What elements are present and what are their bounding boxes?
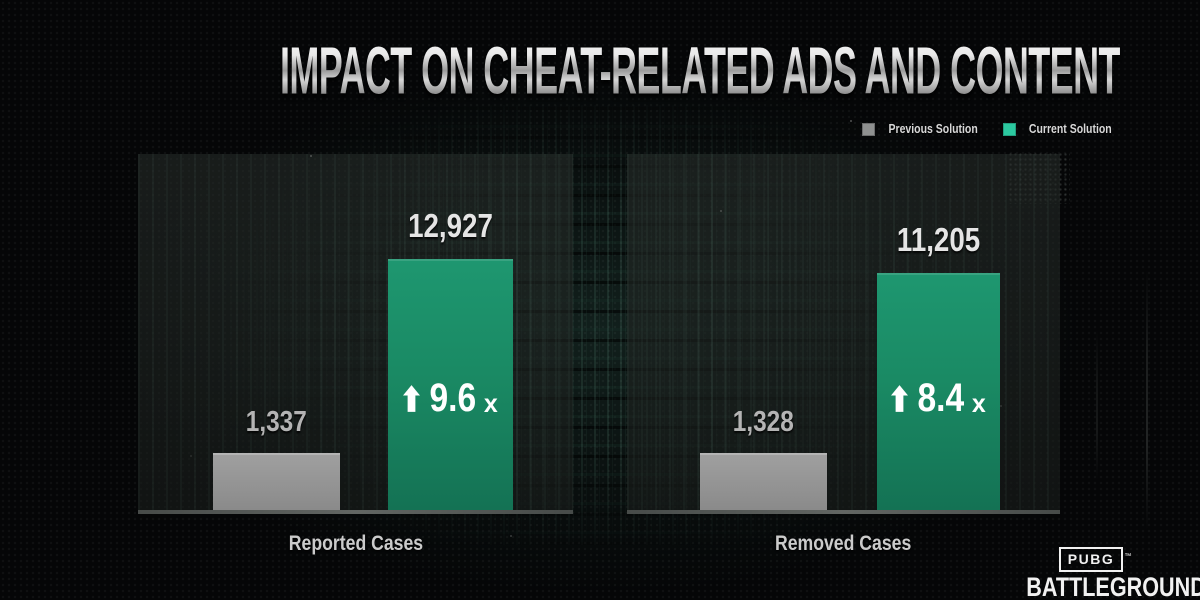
legend-label-current-text: Current Solution — [1029, 122, 1112, 136]
legend-label-current: Current Solution — [1021, 122, 1120, 136]
multiplier-label: 8.4 x — [877, 376, 1000, 420]
value-previous-text: 1,328 — [733, 406, 794, 438]
chart-reported-cases: 1,337 12,927 9.6 x Reported Cases — [138, 154, 573, 555]
pubg-logo-top: PUBG ™ — [1002, 547, 1188, 572]
category-label-removed: Removed Cases — [627, 532, 1060, 556]
battlegrounds-wordmark-wrap: BATTLEGROUNDS — [1002, 574, 1200, 600]
category-label-removed-text: Removed Cases — [775, 532, 912, 555]
legend-label-previous-text: Previous Solution — [888, 122, 978, 136]
category-label-reported-text: Reported Cases — [288, 532, 423, 555]
bar-current-solution: 8.4 x — [877, 273, 1000, 510]
multiplier-suffix: x — [971, 390, 986, 418]
legend-item-current: Current Solution — [1003, 122, 1120, 136]
category-label-reported: Reported Cases — [138, 532, 573, 556]
value-current-text: 11,205 — [896, 221, 981, 258]
bar-previous-solution — [700, 453, 827, 510]
axis-baseline — [138, 510, 573, 514]
page-title: IMPACT ON CHEAT-RELATED ADS AND CONTENT — [279, 32, 1120, 109]
multiplier-suffix: x — [483, 390, 498, 418]
bar-current-solution: 9.6 x — [388, 259, 513, 510]
legend-item-previous: Previous Solution — [862, 122, 986, 136]
chart-removed-cases: 1,328 11,205 8.4 x Removed Cases — [627, 154, 1060, 555]
multiplier-value-text: 9.6 — [429, 376, 477, 420]
value-label-current: 12,927 — [346, 207, 555, 245]
multiplier-value: 8.4 — [913, 376, 969, 420]
up-arrow-icon — [403, 385, 421, 412]
value-label-previous: 1,337 — [183, 406, 370, 439]
value-previous-text: 1,337 — [246, 406, 307, 438]
multiplier-value: 9.6 — [425, 376, 481, 420]
legend-swatch-previous-icon — [862, 122, 875, 136]
pubg-wordmark: PUBG — [1058, 547, 1124, 572]
legend-swatch-current-icon — [1003, 122, 1017, 136]
header: IMPACT ON CHEAT-RELATED ADS AND CONTENT — [0, 33, 1200, 108]
value-current-text: 12,927 — [408, 207, 493, 244]
multiplier-value-text: 8.4 — [917, 376, 965, 420]
scratch-texture — [1096, 330, 1098, 480]
multiplier-label: 9.6 x — [388, 376, 513, 420]
value-label-previous: 1,328 — [670, 406, 857, 439]
up-arrow-icon — [891, 385, 909, 412]
bar-previous-solution — [213, 453, 340, 510]
scratch-texture — [1146, 270, 1148, 530]
value-label-current: 11,205 — [833, 221, 1044, 259]
battlegrounds-wordmark: BATTLEGROUNDS — [1026, 572, 1200, 600]
legend-label-previous: Previous Solution — [880, 122, 986, 136]
axis-baseline — [627, 510, 1060, 514]
trademark-symbol: ™ — [1124, 553, 1132, 560]
legend: Previous Solution Current Solution — [862, 122, 1120, 136]
